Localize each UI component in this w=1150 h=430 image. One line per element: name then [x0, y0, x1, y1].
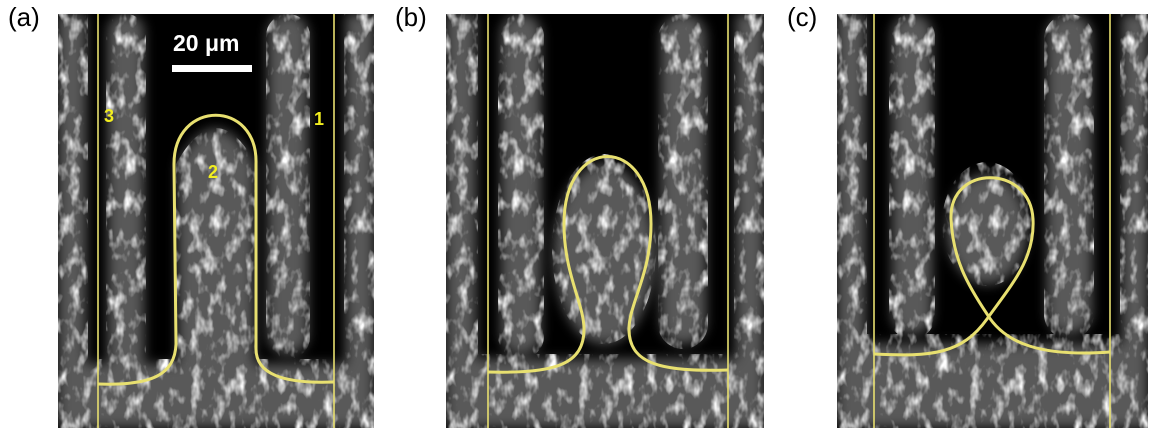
scale-bar-label: 20 μm — [173, 30, 240, 56]
micrograph-c — [837, 14, 1148, 428]
stripe-label-3: 3 — [104, 106, 115, 126]
micrograph-b — [446, 14, 764, 428]
panel-label-c: (c) — [787, 2, 818, 32]
micrograph-panel-b — [446, 14, 764, 428]
panel-label-b: (b) — [395, 2, 427, 32]
finger-contour — [487, 155, 729, 374]
micrograph-panel-a: 20 μm 3 2 1 — [58, 14, 374, 428]
stripe-label-2: 2 — [208, 162, 219, 182]
micrograph-a — [58, 14, 374, 428]
panel-label-a: (a) — [8, 2, 40, 32]
finger-contour — [97, 113, 335, 386]
looped-contour — [873, 176, 1111, 357]
stripe-label-1: 1 — [314, 109, 325, 129]
micrograph-panel-c — [837, 14, 1148, 428]
scale-bar — [172, 65, 252, 72]
